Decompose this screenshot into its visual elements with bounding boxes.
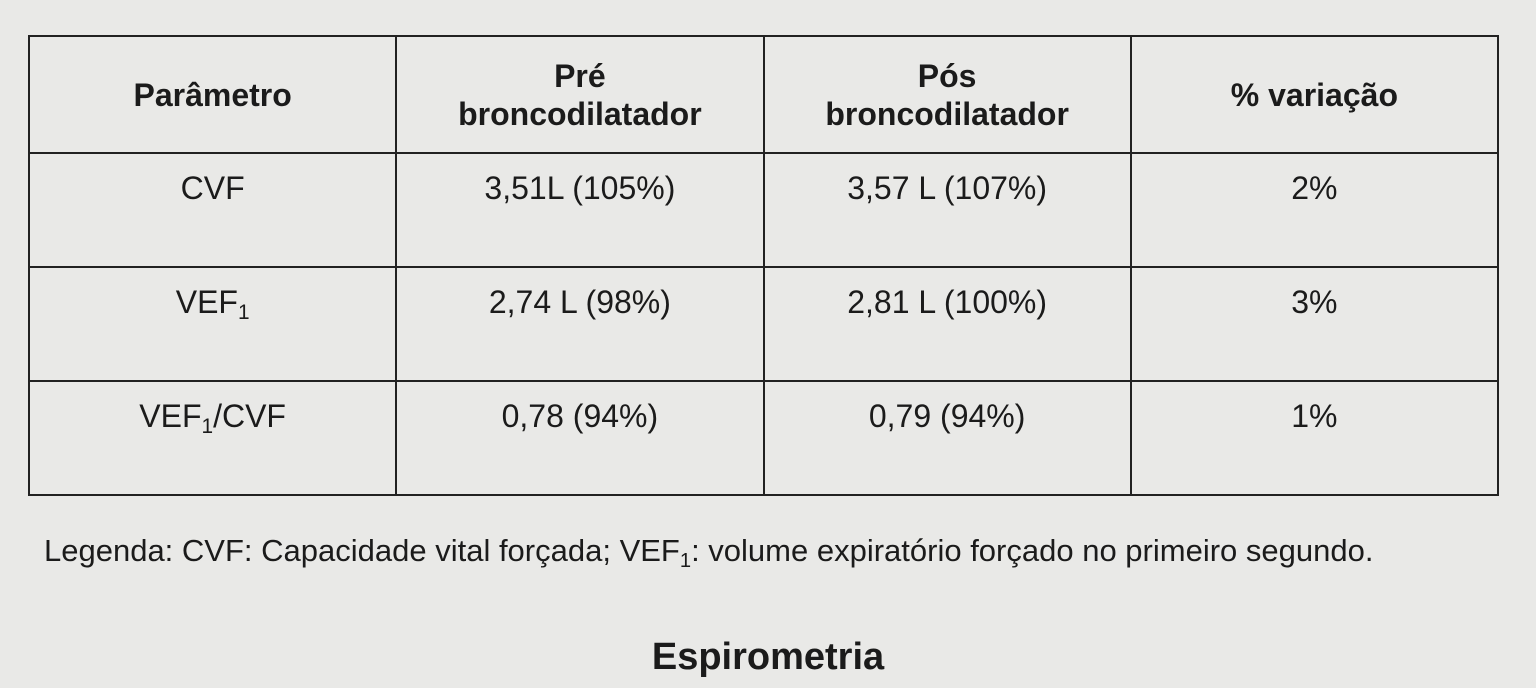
table-header: Parâmetro Pré broncodilatador Pós broncodi… — [27, 35, 1500, 154]
legend: Legenda: CVF: Capacidade vital forçada; … — [44, 530, 1504, 572]
header-text: Parâmetro — [133, 76, 292, 113]
header-text: Pré broncodilatador — [458, 57, 702, 132]
table-cell: 3,51L (105%) — [395, 152, 765, 268]
subscript: 1 — [237, 301, 250, 325]
table-cell: 3,57 L (107%) — [762, 152, 1132, 268]
header-row: Parâmetro Pré broncodilatador Pós broncodi… — [27, 35, 1500, 154]
header-text: % variação — [1230, 76, 1398, 113]
table-cell: 2,81 L (100%) — [762, 266, 1132, 382]
caption: Espirometria — [651, 636, 885, 678]
header-cell: Parâmetro — [27, 35, 398, 154]
spirometry-table: Parâmetro Pré broncodilatador Pós broncodi… — [27, 35, 1500, 496]
table-cell: 3% — [1129, 266, 1500, 382]
text: Legenda: CVF: Capacidade vital forçada; … — [44, 533, 680, 568]
table-body: CVF 3,51L (105%) 3,57 L (107%) 2% VEF1 2,74 L… — [27, 152, 1500, 496]
table-cell: 2% — [1129, 152, 1500, 268]
table-cell: 2,74 L (98%) — [395, 266, 765, 382]
text: /CVF — [213, 398, 286, 434]
table-cell: 0,78 (94%) — [395, 380, 765, 496]
table-cell: VEF1/CVF — [27, 380, 398, 496]
table-cell: CVF — [27, 152, 398, 268]
header-cell: Pré broncodilatador — [395, 35, 765, 154]
header-cell: Pós broncodilatador — [762, 35, 1132, 154]
header-cell: % variação — [1129, 35, 1500, 154]
table-cell: VEF1 — [27, 266, 398, 382]
table-cell: 0,79 (94%) — [762, 380, 1132, 496]
subscript: 1 — [201, 415, 214, 439]
subscript: 1 — [679, 550, 692, 573]
table-row: VEF1 2,74 L (98%) 2,81 L (100%) 3% — [27, 266, 1500, 382]
header-text: Pós broncodilatador — [825, 57, 1069, 132]
table-cell: 1% — [1129, 380, 1500, 496]
table-row: CVF 3,51L (105%) 3,57 L (107%) 2% — [27, 152, 1500, 268]
table-row: VEF1/CVF 0,78 (94%) 0,79 (94%) 1% — [27, 380, 1500, 496]
text: VEF — [139, 398, 202, 434]
text: : volume expiratório forçado no primeiro… — [691, 533, 1374, 568]
text: VEF — [175, 284, 238, 320]
